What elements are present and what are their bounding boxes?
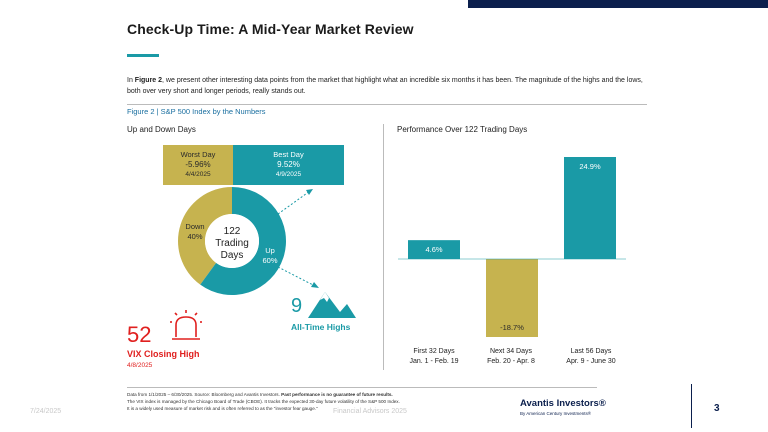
intro-figure-ref: Figure 2 [134,77,163,84]
bar-category-name: Next 34 Days [489,348,533,355]
page-title: Check-Up Time: A Mid-Year Market Review [127,21,414,37]
performance-bar-chart [398,157,626,337]
footer-rule [127,387,597,388]
all-time-highs-label: All-Time Highs [291,322,351,332]
brand-logo: Avantis Investors® [520,398,606,409]
worst-day-date: 4/4/2025 [185,171,211,178]
donut-up-label: Up 60% [258,246,282,266]
donut-center-label: 122 Trading Days [204,226,260,262]
footer-date: 7/24/2025 [30,408,62,415]
donut-down-pct: 40% [187,232,203,241]
bar-value-label: 4.6% [425,245,443,255]
donut-down-text: Down [185,222,205,231]
title-underline [127,54,159,57]
arrow-to-all-time-highs [277,266,316,287]
best-day-box: Best Day 9.52% 4/9/2025 [233,145,344,185]
brand-subtitle: By American Century Investments® [520,411,592,416]
intro-paragraph: In Figure 2, we present other interestin… [127,75,647,97]
top-bar [0,0,768,8]
bar-category-label: Last 56 Days Apr. 9 - June 30 [551,347,631,367]
page-number: 3 [714,403,720,414]
arrow-to-best-day [277,190,311,215]
donut-center-line1: 122 [223,226,241,237]
panel-separator [383,124,384,370]
vix-label: VIX Closing High [127,349,200,359]
mountain-icon [308,292,356,318]
donut-up-segment [200,187,287,295]
bar-category-range: Apr. 9 - June 30 [566,358,616,365]
worst-day-value: -5.96% [185,160,211,169]
intro-prefix: In [127,77,135,84]
top-bar-accent [468,0,768,8]
donut-up-pct: 60% [262,256,278,265]
bar-category-range: Jan. 1 - Feb. 19 [409,358,459,365]
siren-icon [170,310,202,340]
section-divider [127,104,647,105]
left-panel-title: Up and Down Days [127,125,196,134]
donut-up-text: Up [265,246,275,255]
donut-down-label: Down 40% [180,222,210,242]
footnote: Data from 1/1/2025 – 6/30/2025. Source: … [127,391,487,412]
footnote-line2: The VIX index is managed by the Chicago … [127,399,400,404]
bar-category-range: Feb. 20 - Apr. 8 [487,358,535,365]
vix-date: 4/8/2025 [127,362,153,369]
bar-category-name: First 32 Days [413,348,455,355]
footer-copyright: Financial Advisors 2025 [333,408,407,415]
footnote-disclaimer: Past performance is no guarantee of futu… [281,392,393,397]
worst-day-label: Worst Day [180,150,216,159]
bar-value-label: -18.7% [500,323,524,332]
intro-text: , we present other interesting data poin… [127,77,643,95]
brand-separator [691,384,692,428]
bar-value-label: 24.9% [579,162,601,171]
all-time-highs-value: 9 [291,295,303,317]
vix-value: 52 [127,322,152,347]
donut-center-line3: Days [220,250,244,261]
footnote-line3: It is a widely used measure of market ri… [127,406,318,411]
bar-2 [486,259,538,337]
best-day-value: 9.52% [277,160,300,169]
right-panel-title: Performance Over 122 Trading Days [397,125,528,134]
arrow-head-all-time-highs [311,282,319,288]
figure-caption: Figure 2 | S&P 500 Index by the Numbers [127,107,266,116]
worst-day-box: Worst Day -5.96% 4/4/2025 [163,145,233,185]
donut-down-segment [178,187,232,285]
donut-center-line2: Trading [215,238,249,249]
bar-1 [408,240,460,259]
bar-category-name: Last 56 Days [570,348,612,355]
arrow-head-best-day [306,189,313,195]
donut-hole [205,214,259,268]
best-day-date: 4/9/2025 [275,171,302,178]
bar-category-label: First 32 Days Jan. 1 - Feb. 19 [394,347,474,367]
bar-3 [564,157,616,259]
footnote-line1: Data from 1/1/2025 – 6/30/2025. Source: … [127,392,282,397]
bar-category-label: Next 34 Days Feb. 20 - Apr. 8 [471,347,551,367]
best-day-label: Best Day [273,150,304,159]
